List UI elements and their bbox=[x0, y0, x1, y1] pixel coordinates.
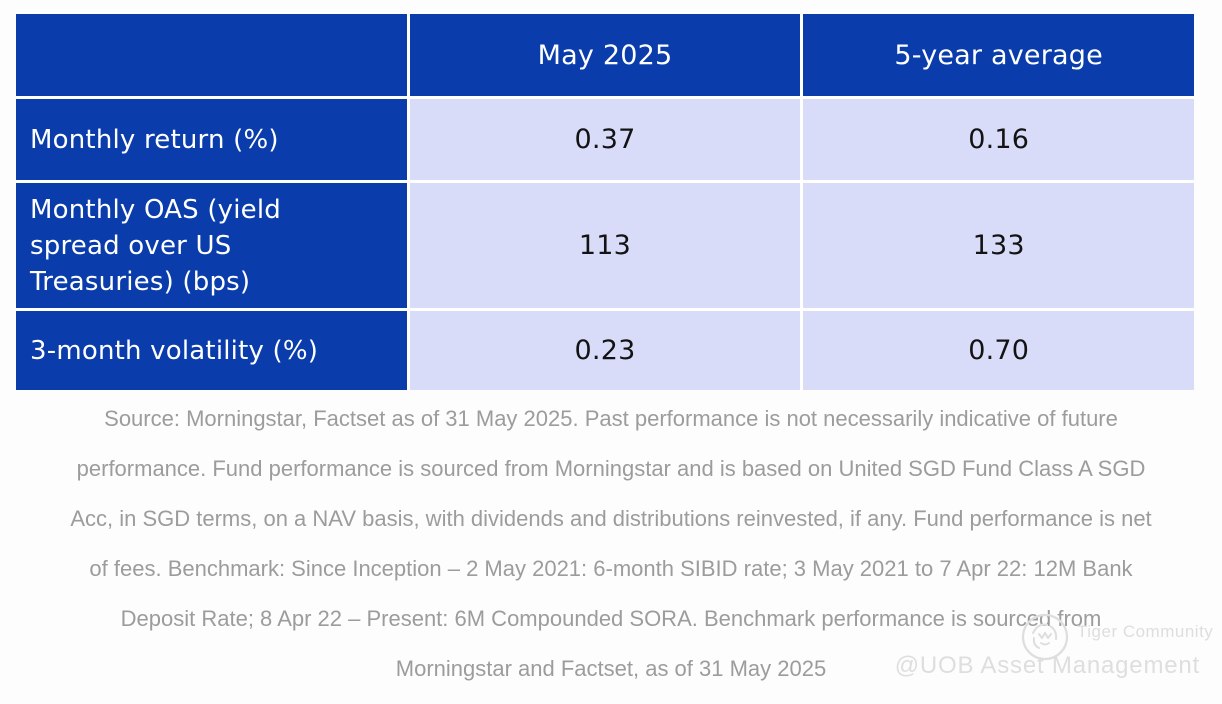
table-row-label-monthly-oas: Monthly OAS (yield spread over US Treasu… bbox=[16, 183, 407, 308]
table-cell-3-month-volatility-5yr: 0.70 bbox=[803, 311, 1194, 390]
table-cell-monthly-oas-5yr: 133 bbox=[803, 183, 1194, 308]
disclaimer-line: Morningstar and Factset, as of 31 May 20… bbox=[395, 656, 827, 681]
uob-asset-management-watermark-label: @UOB Asset Management bbox=[894, 652, 1200, 679]
table-row-label-3-month-volatility: 3-month volatility (%) bbox=[16, 311, 407, 390]
table-row-label-monthly-return: Monthly return (%) bbox=[16, 99, 407, 180]
tiger-community-watermark-label: Tiger Community bbox=[1077, 622, 1214, 641]
performance-table: May 2025 5-year average Monthly return (… bbox=[16, 14, 1194, 390]
source-disclaimer: Source: Morningstar, Factset as of 31 Ma… bbox=[0, 394, 1222, 694]
disclaimer-line: performance. Fund performance is sourced… bbox=[76, 456, 1146, 481]
table-cell-3-month-volatility-may: 0.23 bbox=[409, 311, 801, 390]
disclaimer-line: of fees. Benchmark: Since Inception – 2 … bbox=[89, 556, 1133, 581]
table-header-empty-cell bbox=[16, 14, 407, 96]
disclaimer-line: Source: Morningstar, Factset as of 31 Ma… bbox=[104, 406, 1118, 431]
disclaimer-line: Acc, in SGD terms, on a NAV basis, with … bbox=[70, 506, 1152, 531]
table-header-may-2025: May 2025 bbox=[409, 14, 801, 96]
tiger-community-logo-icon bbox=[1021, 613, 1069, 661]
table-cell-monthly-return-may: 0.37 bbox=[409, 99, 801, 180]
disclaimer-line: Deposit Rate; 8 Apr 22 – Present: 6M Com… bbox=[120, 606, 1102, 631]
table-cell-monthly-oas-may: 113 bbox=[409, 183, 801, 308]
table-header-5-year-average: 5-year average bbox=[803, 14, 1194, 96]
table-cell-monthly-return-5yr: 0.16 bbox=[803, 99, 1194, 180]
